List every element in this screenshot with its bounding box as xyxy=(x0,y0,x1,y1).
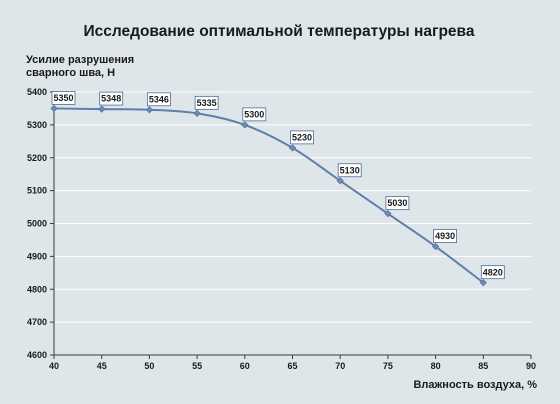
y-tick-label: 4900 xyxy=(27,251,47,261)
data-label-box xyxy=(385,196,410,211)
x-tick-label: 85 xyxy=(478,361,488,371)
y-axis-label-line-1: Усилие разрушения xyxy=(26,54,134,66)
data-labels: 5350 5348 5346 5335 5300 5230 5130 5030 4930 4820 xyxy=(51,91,505,280)
data-label-box xyxy=(433,229,458,243)
x-tick-label: 50 xyxy=(144,361,154,371)
y-tick-label: 5200 xyxy=(27,153,47,163)
tick-labels: 4600 4700 4800 4900 5000 5100 5200 5300 5400 40 45… xyxy=(27,87,536,371)
data-point xyxy=(193,109,201,117)
data-point xyxy=(384,210,392,218)
x-tick-label: 60 xyxy=(240,361,250,371)
axes xyxy=(50,91,532,359)
data-label-box xyxy=(51,91,76,105)
y-tick-label: 4600 xyxy=(27,350,47,360)
x-tick-label: 80 xyxy=(431,361,441,371)
data-point xyxy=(336,177,344,185)
data-point xyxy=(145,106,154,114)
y-tick-label: 4800 xyxy=(27,284,47,294)
data-label: 5130 xyxy=(340,165,360,175)
data-label-box xyxy=(194,95,219,110)
data-label: 5335 xyxy=(197,98,217,108)
x-tick-label: 70 xyxy=(335,361,345,371)
data-label: 5346 xyxy=(149,94,169,104)
y-tick-label: 5100 xyxy=(27,186,47,196)
y-tick-label: 5400 xyxy=(27,87,47,97)
data-label-box xyxy=(242,107,267,122)
x-tick-label: 65 xyxy=(287,361,297,371)
x-tick-label: 75 xyxy=(383,361,393,371)
x-tick-label: 90 xyxy=(526,361,536,371)
data-label: 5230 xyxy=(292,132,312,142)
y-axis-label-line-2: сварного шва, Н xyxy=(26,67,115,79)
data-point xyxy=(431,242,440,251)
y-tick-label: 5000 xyxy=(27,219,47,229)
x-tick-label: 40 xyxy=(49,361,59,371)
series-1 xyxy=(50,104,487,287)
y-tick-label: 4700 xyxy=(27,317,47,327)
data-label-box xyxy=(480,265,505,280)
data-point xyxy=(241,121,249,129)
x-axis-label: Влажность воздуха, % xyxy=(413,379,537,391)
data-label: 5350 xyxy=(53,93,73,103)
data-label-box xyxy=(290,130,314,145)
data-point xyxy=(98,105,106,113)
data-label: 4930 xyxy=(435,231,455,241)
data-label-box xyxy=(146,92,171,107)
x-tick-label: 45 xyxy=(97,361,107,371)
series-line xyxy=(53,107,484,284)
data-label: 5348 xyxy=(101,94,121,104)
data-label: 4820 xyxy=(483,267,503,277)
data-label-box xyxy=(337,163,362,178)
data-label: 5030 xyxy=(387,198,407,208)
data-point xyxy=(288,144,297,152)
data-point xyxy=(479,279,487,287)
data-label-box xyxy=(99,91,124,106)
y-tick-label: 5300 xyxy=(27,120,47,130)
data-point xyxy=(50,104,58,113)
grid-lines xyxy=(54,91,531,323)
data-label: 5300 xyxy=(244,109,264,119)
x-tick-label: 55 xyxy=(192,361,202,371)
chart-title: Исследование оптимальной температуры наг… xyxy=(83,23,474,40)
